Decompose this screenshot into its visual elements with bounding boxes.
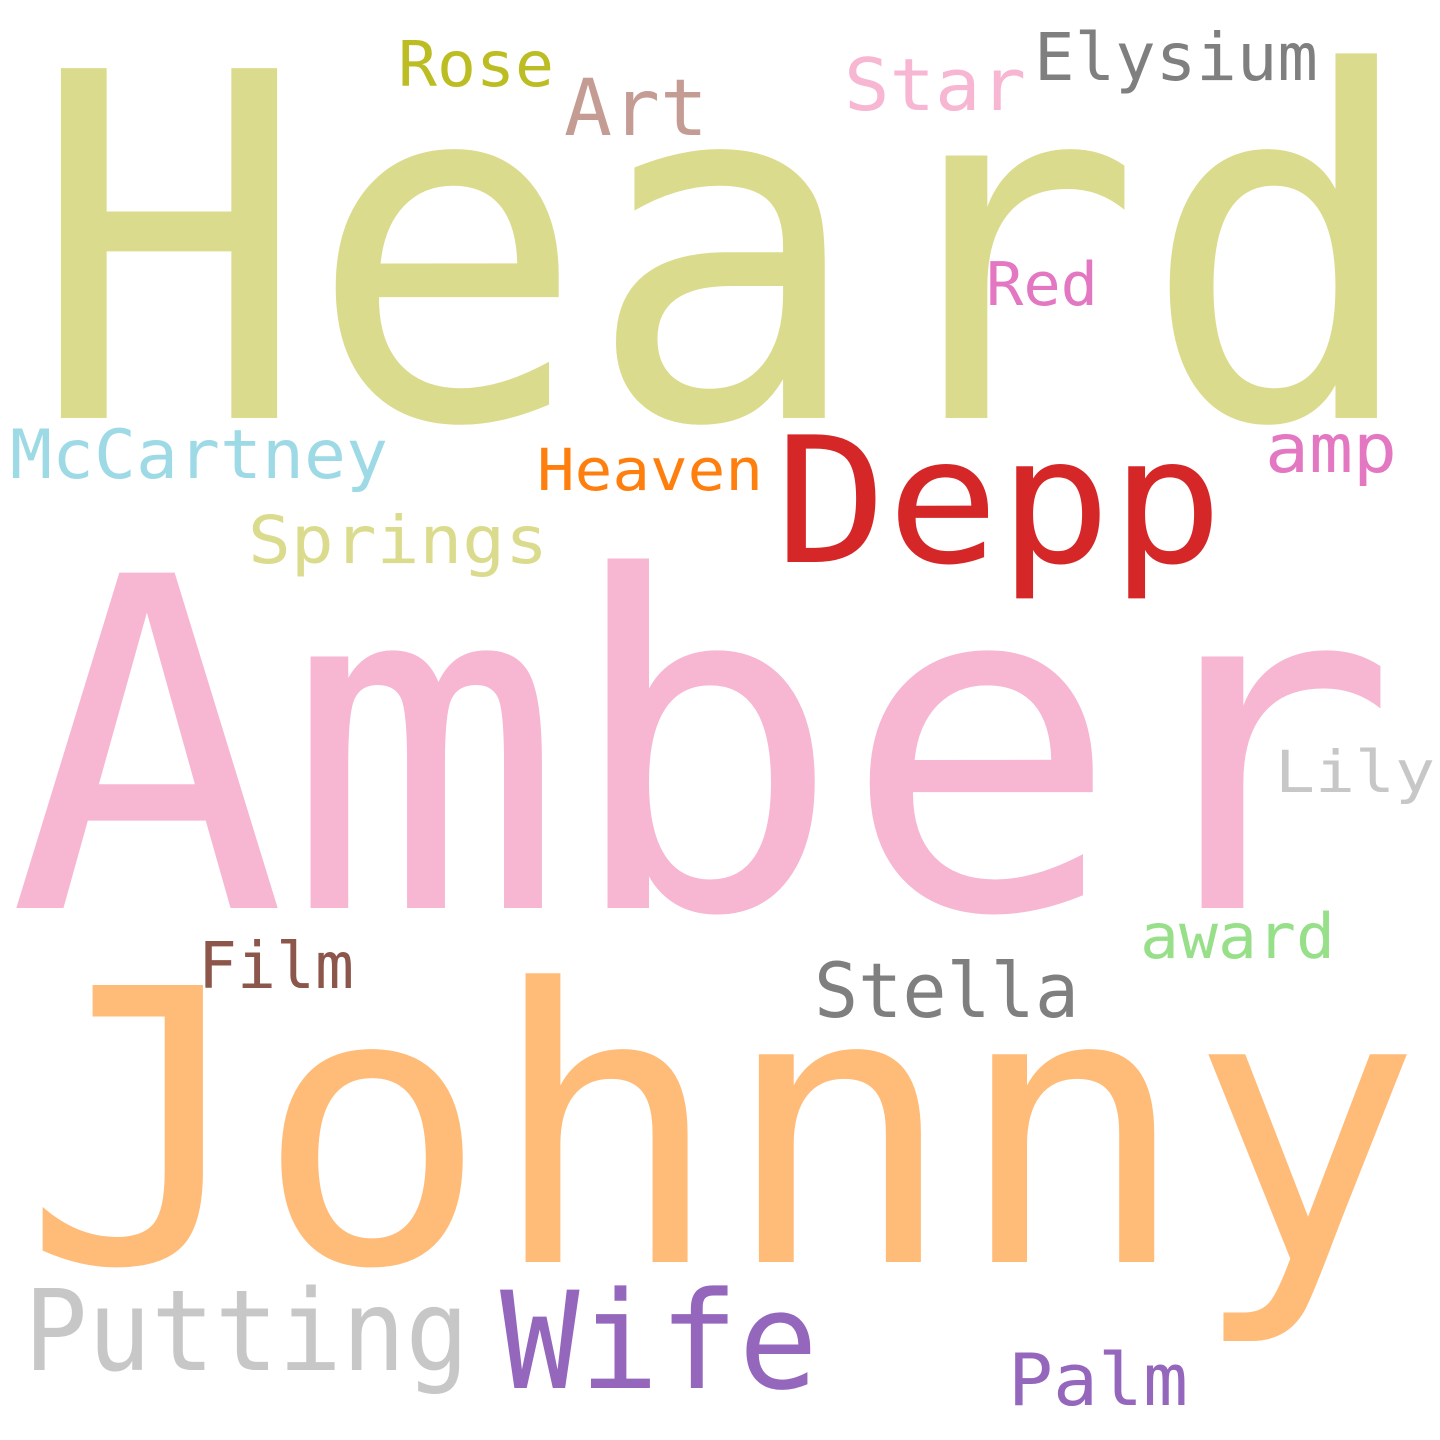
word-depp: Depp — [775, 401, 1223, 604]
word-red: Red — [986, 250, 1098, 320]
word-amber: Amber — [8, 482, 1398, 1017]
word-art: Art — [564, 64, 708, 154]
word-star: Star — [844, 43, 1026, 127]
word-putting: Putting — [24, 1267, 469, 1397]
word-wife: Wife — [500, 1263, 818, 1420]
word-johnny: Johnny — [22, 909, 1422, 1352]
word-lily: Lily — [1275, 738, 1435, 806]
word-heaven: Heaven — [537, 436, 763, 504]
word-award: award — [1140, 900, 1335, 973]
word-stella: Stella — [814, 946, 1079, 1035]
word-mccartney: McCartney — [10, 416, 388, 495]
word-rose: Rose — [398, 28, 554, 101]
word-palm: Palm — [1008, 1338, 1188, 1422]
word-elysium: Elysium — [1034, 19, 1318, 96]
word-amp: amp — [1265, 410, 1397, 489]
word-springs: Springs — [248, 502, 548, 579]
word-heard: Heard — [30, 0, 1420, 532]
word-film: Film — [198, 930, 354, 1004]
